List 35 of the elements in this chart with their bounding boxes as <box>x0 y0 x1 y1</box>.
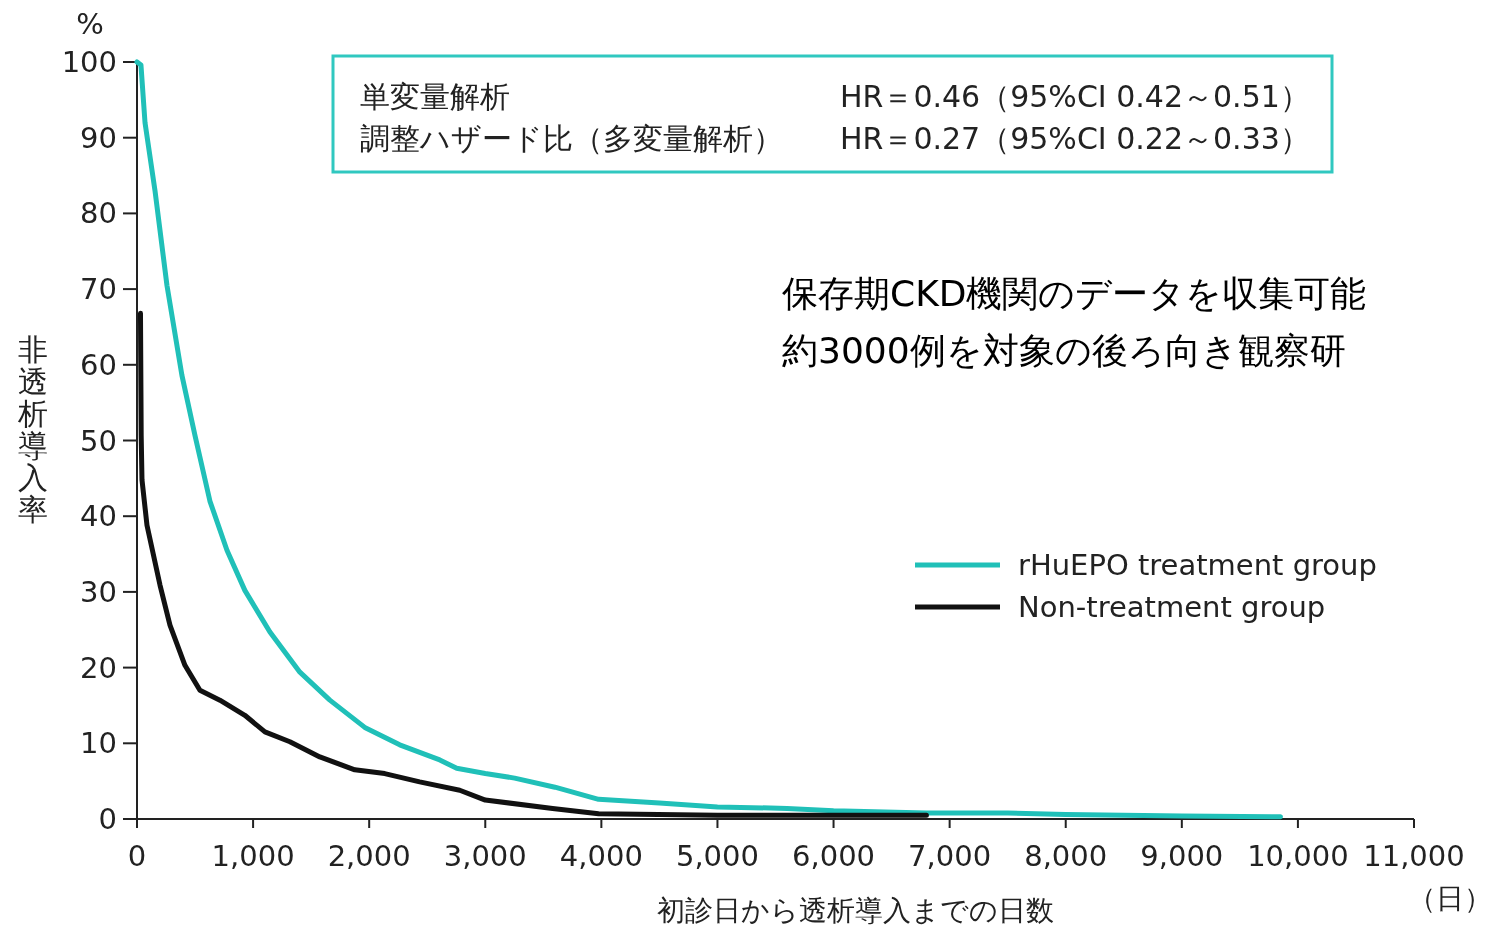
y-tick-label: 60 <box>80 347 117 382</box>
annotation: 単変量解析 <box>360 79 510 114</box>
annotation: HR＝0.27（95%CI 0.22～0.33） <box>840 121 1310 156</box>
legend-label: Non-treatment group <box>1018 590 1326 624</box>
y-tick-label: 70 <box>80 272 117 307</box>
x-tick-label: 0 <box>127 839 147 873</box>
y-tick-label: 10 <box>80 726 117 761</box>
y-tick-label: 50 <box>80 423 117 458</box>
y-tick-label: 80 <box>80 196 117 231</box>
x-tick-label: 11,000 <box>1363 839 1465 873</box>
annotation: HR＝0.46（95%CI 0.42～0.51） <box>840 79 1310 114</box>
text: % <box>76 7 104 41</box>
x-tick-label: 2,000 <box>327 839 411 873</box>
x-tick-label: 4,000 <box>559 839 643 873</box>
y-tick-label: 0 <box>98 802 117 836</box>
x-tick-label: 9,000 <box>1140 839 1224 873</box>
x-tick-label: 5,000 <box>675 839 759 873</box>
x-tick-label: 6,000 <box>792 839 876 873</box>
y-tick-label: 40 <box>80 499 117 534</box>
ylabel: 非透析導入率 <box>18 332 48 527</box>
x-tick-label: 10,000 <box>1247 839 1349 873</box>
y-tick-label: 30 <box>80 574 117 609</box>
annotation: 約3000例を対象の後ろ向き観察研 <box>782 330 1346 371</box>
annotation: 調整ハザード比（多変量解析） <box>360 121 783 156</box>
y-tick-label: 100 <box>61 45 117 79</box>
x-tick-label: 3,000 <box>443 839 527 873</box>
y-tick-label: 20 <box>80 650 117 685</box>
x-tick-label: 1,000 <box>211 839 295 873</box>
annotation: 保存期CKD機関のデータを収集可能 <box>782 273 1367 314</box>
legend-label: rHuEPO treatment group <box>1018 548 1377 582</box>
text: （日） <box>1408 882 1487 915</box>
x-axis-title: 初診日から透析導入までの日数 <box>657 894 1054 927</box>
y-tick-label: 90 <box>80 120 117 155</box>
x-tick-label: 7,000 <box>908 839 992 873</box>
x-tick-label: 8,000 <box>1024 839 1108 873</box>
